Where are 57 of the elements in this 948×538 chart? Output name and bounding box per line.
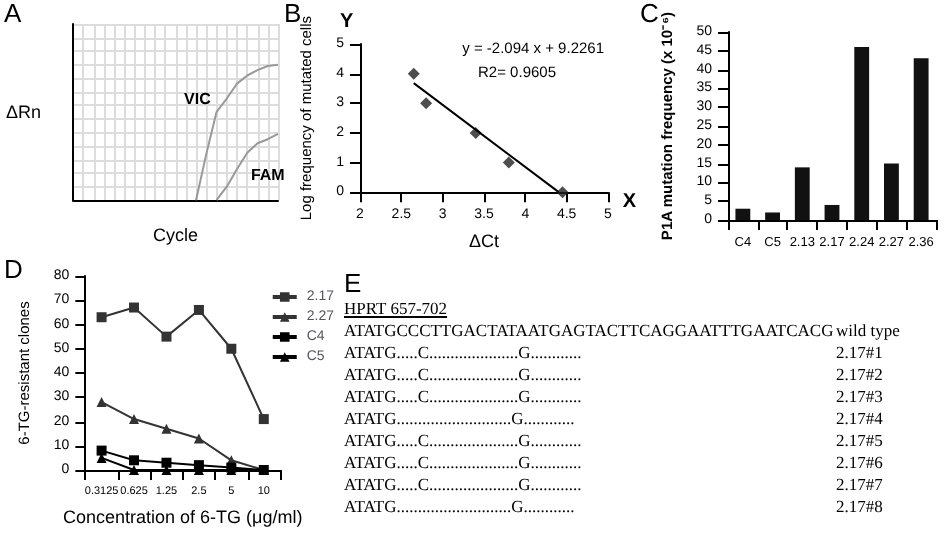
point [193, 433, 204, 444]
text: ATATG...........................G............ [344, 408, 577, 430]
point [129, 465, 140, 475]
point [129, 455, 140, 466]
text: ATATG.....C.....................G............ [344, 452, 584, 474]
text: E [344, 268, 364, 298]
point [161, 423, 172, 434]
text: ATATG.....C.....................G............ [344, 386, 584, 408]
category-label: 2.17#5 [836, 430, 883, 452]
point [161, 331, 172, 342]
text: X [622, 191, 637, 213]
point [96, 445, 107, 456]
point [258, 414, 269, 425]
text: ATATGCCCTTGACTATAATGAGTACTTCAGGAATTTGAATCACG [344, 320, 834, 342]
category-label: 2.17#7 [836, 474, 883, 496]
point [129, 414, 140, 425]
x-axis-title: Cycle [153, 225, 199, 245]
category-label: 2.17#3 [836, 386, 883, 408]
point [161, 457, 172, 468]
text: Y [340, 11, 354, 33]
text: ATATG.....C.....................G............ [344, 430, 584, 452]
category-label: wild type [836, 320, 900, 342]
chart-title: A [4, 0, 22, 28]
chart-title: D [4, 254, 23, 284]
bar [765, 212, 780, 220]
bar [735, 208, 751, 220]
bar [884, 163, 899, 220]
point [556, 186, 569, 199]
category-label: 2.17#4 [836, 408, 883, 430]
chart-title: B [284, 0, 302, 28]
series-label: VIC [184, 89, 212, 108]
point [420, 97, 433, 110]
text: ATATG.....C.....................G............ [344, 342, 584, 364]
category-label: 2.17#2 [836, 364, 883, 386]
point [226, 343, 237, 354]
point [129, 302, 140, 313]
bar [913, 58, 929, 220]
x-axis-title: Concentration of 6-TG (μg/ml) [62, 506, 303, 527]
point [193, 304, 204, 315]
x-axis-title: ΔCt [468, 231, 501, 251]
y-axis-title: ΔRn [5, 102, 42, 123]
point [407, 67, 420, 80]
bar [854, 47, 870, 220]
series-label: FAM [250, 166, 286, 185]
text: ATATG.....C.....................G............ [344, 474, 584, 496]
category-label: 2.17#8 [836, 496, 883, 518]
bar [824, 204, 840, 220]
point [96, 312, 107, 323]
category-label: 2.17#6 [836, 452, 883, 474]
text: ATATG...........................G............ [344, 496, 577, 518]
text: HPRT 657-702 [344, 298, 450, 320]
category-label: 2.17#1 [836, 342, 883, 364]
chart-title: C [640, 0, 659, 28]
bar [794, 167, 810, 220]
point [96, 397, 107, 408]
text: ATATG.....C.....................G............ [344, 364, 584, 386]
point [502, 156, 515, 169]
